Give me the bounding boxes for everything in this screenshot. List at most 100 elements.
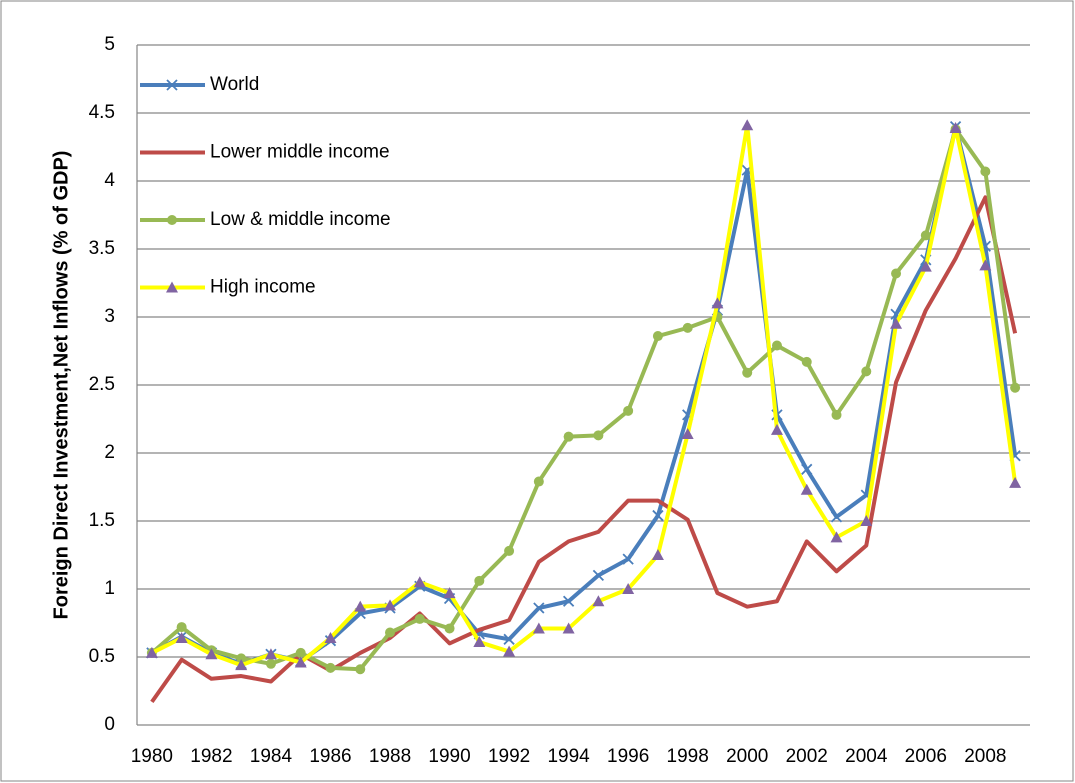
data-point bbox=[474, 575, 485, 586]
y-tick-label: 3 bbox=[104, 306, 115, 327]
y-tick-label: 5 bbox=[104, 34, 115, 55]
x-tick-label: 2002 bbox=[786, 746, 828, 767]
x-tick-label: 2004 bbox=[845, 746, 888, 767]
x-tick-label: 2006 bbox=[905, 746, 947, 767]
data-point bbox=[533, 602, 545, 614]
y-axis-label: Foreign Direct Investment,Net Inflows (%… bbox=[50, 151, 72, 620]
y-tick-label: 2 bbox=[104, 442, 115, 463]
data-point bbox=[771, 340, 782, 351]
data-point bbox=[414, 613, 425, 624]
data-point bbox=[205, 648, 218, 660]
data-point bbox=[325, 662, 336, 673]
legend-label: High income bbox=[210, 277, 316, 298]
data-point bbox=[682, 322, 693, 333]
x-tick-label: 1990 bbox=[428, 746, 470, 767]
data-point bbox=[652, 509, 664, 522]
data-point bbox=[235, 659, 248, 671]
data-point bbox=[532, 622, 545, 634]
legend-label: Low & middle income bbox=[210, 209, 391, 230]
data-point bbox=[473, 636, 486, 648]
data-point bbox=[354, 600, 367, 612]
data-point bbox=[413, 576, 426, 588]
data-point bbox=[324, 631, 337, 643]
x-tick-label: 1994 bbox=[547, 746, 590, 767]
data-point bbox=[830, 511, 843, 523]
data-point bbox=[176, 622, 187, 633]
data-point bbox=[385, 627, 396, 638]
legend-label: Lower middle income bbox=[210, 142, 390, 163]
legend-marker bbox=[166, 79, 178, 91]
data-point bbox=[623, 405, 634, 416]
data-point bbox=[741, 119, 754, 131]
data-point bbox=[1010, 382, 1021, 393]
y-tick-label: 4.5 bbox=[89, 102, 115, 123]
data-point bbox=[801, 463, 813, 475]
data-point bbox=[861, 366, 872, 377]
data-point bbox=[294, 656, 307, 668]
y-tick-label: 1 bbox=[104, 578, 115, 599]
data-point bbox=[562, 622, 575, 634]
x-tick-label: 1996 bbox=[607, 746, 649, 767]
x-tick-label: 1988 bbox=[369, 746, 411, 767]
data-point bbox=[920, 230, 931, 241]
data-point bbox=[563, 431, 574, 442]
data-point bbox=[890, 317, 903, 329]
series-line bbox=[150, 123, 1018, 668]
data-point bbox=[1009, 476, 1022, 488]
data-point bbox=[264, 648, 277, 660]
data-point bbox=[145, 646, 158, 658]
x-tick-label: 1982 bbox=[190, 746, 232, 767]
data-point bbox=[265, 658, 276, 669]
x-tick-label: 1980 bbox=[131, 746, 173, 767]
legend-marker bbox=[167, 215, 177, 225]
y-tick-label: 4 bbox=[104, 170, 115, 191]
data-point bbox=[503, 633, 515, 645]
x-tick-label: 1984 bbox=[250, 746, 293, 767]
data-point bbox=[533, 476, 544, 487]
y-tick-label: 1.5 bbox=[89, 510, 115, 531]
data-point bbox=[503, 645, 516, 657]
x-tick-label: 1998 bbox=[667, 746, 709, 767]
data-point bbox=[891, 268, 902, 279]
x-tick-label: 1992 bbox=[488, 746, 530, 767]
data-point bbox=[919, 260, 932, 272]
y-tick-label: 0.5 bbox=[89, 646, 115, 667]
series-line bbox=[150, 127, 1018, 672]
data-point bbox=[831, 409, 842, 420]
data-point bbox=[444, 623, 455, 634]
data-point bbox=[980, 166, 991, 177]
data-point bbox=[622, 583, 635, 594]
data-point bbox=[681, 427, 694, 439]
data-point bbox=[860, 515, 873, 526]
data-point bbox=[742, 367, 753, 378]
legend-marker bbox=[166, 281, 178, 293]
y-tick-label: 3.5 bbox=[89, 238, 115, 259]
legend-label: World bbox=[210, 74, 259, 95]
data-point bbox=[652, 331, 663, 342]
y-tick-label: 2.5 bbox=[89, 374, 115, 395]
data-point bbox=[592, 595, 605, 607]
data-point bbox=[800, 483, 813, 495]
data-point bbox=[562, 595, 575, 607]
data-point bbox=[770, 423, 783, 435]
data-point bbox=[592, 569, 605, 582]
data-point bbox=[651, 549, 664, 560]
x-tick-label: 1986 bbox=[309, 746, 351, 767]
x-tick-label: 2000 bbox=[726, 746, 768, 767]
x-tick-label: 2008 bbox=[964, 746, 1006, 767]
series-line bbox=[150, 195, 1018, 704]
data-point bbox=[830, 531, 843, 543]
data-point bbox=[711, 297, 724, 309]
y-tick-label: 0 bbox=[104, 714, 115, 735]
data-point bbox=[236, 653, 247, 664]
data-point bbox=[295, 647, 306, 658]
data-point bbox=[175, 631, 188, 643]
data-point bbox=[979, 259, 992, 271]
data-point bbox=[443, 587, 456, 599]
data-point bbox=[504, 545, 515, 556]
data-point bbox=[949, 121, 962, 133]
data-point bbox=[593, 430, 604, 441]
data-point bbox=[355, 664, 366, 675]
